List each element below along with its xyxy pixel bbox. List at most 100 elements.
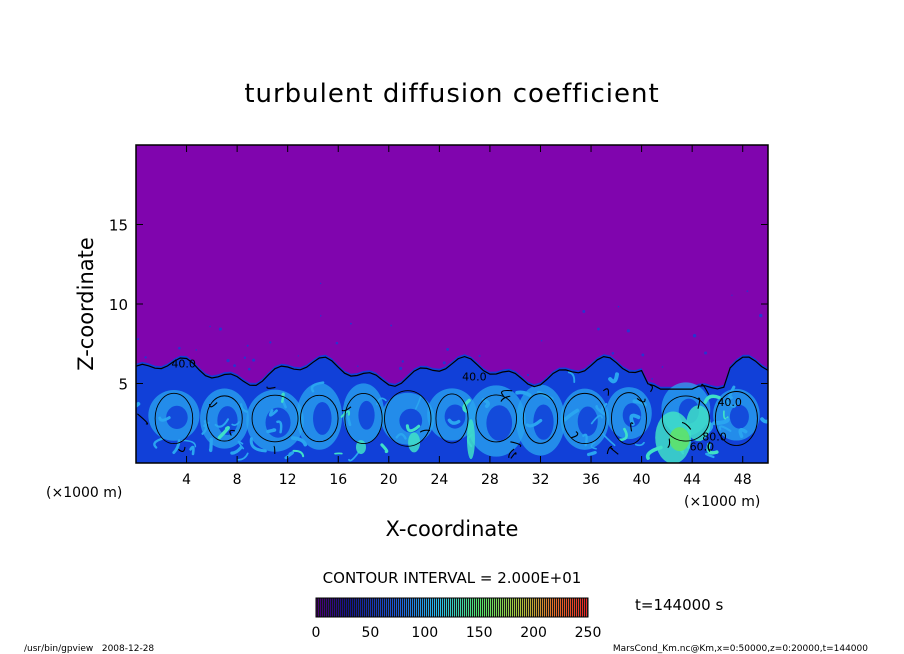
colorbar-segment [560,598,562,617]
contour-label: 60.0 [690,440,715,453]
colorbar-segment [340,598,342,617]
colorbar-segment [550,598,552,617]
colorbar-segment-line [555,598,556,617]
colorbar-segment-line [491,598,492,617]
filament [405,424,421,433]
speck [641,353,645,357]
contour-fragment [681,421,692,430]
colorbar-segment [426,598,428,617]
colorbar-segment-line [427,598,428,617]
colorbar-segment [516,598,518,617]
contour-fragment [266,386,276,389]
colorbar-segment [420,598,422,617]
colorbar-segment-line [355,598,356,617]
filament [181,439,197,448]
speck [269,341,272,344]
colorbar-ticks: 0 50 100 150 200 250 [312,625,602,641]
contour-eddy [714,391,758,446]
filament [276,420,283,434]
contour-eddy [384,390,432,447]
contour-eddy [563,392,607,445]
filament [718,425,732,432]
filament [172,439,181,455]
colorbar-segment-line [345,598,346,617]
filament [230,445,243,455]
colorbar-segment-line [417,598,418,617]
colorbar-segment-line [443,598,444,617]
filament [217,426,230,440]
colorbar-segment-line [385,598,386,617]
colorbar-segment-line [357,598,358,617]
colorbar-segment-line [431,598,432,617]
colorbar-segment-line [387,598,388,617]
colorbar-segment-line [429,598,430,617]
contour-interval: CONTOUR INTERVAL = 2.000E+01 [323,569,582,587]
colorbar [316,598,588,617]
eddy-core [444,404,466,429]
colorbar-segment [458,598,460,617]
colorbar-segment [544,598,546,617]
colorbar-segment-line [583,598,584,617]
colorbar-segment [416,598,418,617]
colorbar-segment-line [415,598,416,617]
colorbar-segment-line [539,598,540,617]
colorbar-segment-line [579,598,580,617]
colorbar-segment [486,598,488,617]
colorbar-segment-line [317,598,318,617]
colorbar-segment [382,598,384,617]
colorbar-segment [556,598,558,617]
colorbar-segment-line [553,598,554,617]
colorbar-segment-line [529,598,530,617]
colorbar-segment-line [501,598,502,617]
speck [759,313,763,318]
x-unit-left: (×1000 m) [46,485,122,501]
colorbar-segment [534,598,536,617]
x-axis-ticks: 4 8 12 16 20 24 28 32 36 40 44 48 [182,145,752,488]
filament [562,408,580,422]
colorbar-segment-line [475,598,476,617]
colorbar-segment-line [347,598,348,617]
x-tick-label: 8 [233,472,242,488]
colorbar-segment-line [327,598,328,617]
colorbar-segment [324,598,326,617]
contour-label: 40.0 [462,370,487,383]
colorbar-segment-line [333,598,334,617]
colorbar-segment-line [585,598,586,617]
colorbar-segment [468,598,470,617]
colorbar-segment-line [421,598,422,617]
colorbar-segment [432,598,434,617]
colorbar-segment-line [495,598,496,617]
speck [252,358,256,362]
colorbar-tick-label: 50 [361,625,379,641]
speck [540,339,543,342]
colorbar-segment [528,598,530,617]
colorbar-segment [474,598,476,617]
filament [728,385,736,400]
colorbar-segment [390,598,392,617]
colorbar-segment-line [547,598,548,617]
contour-fragment [630,422,634,432]
colorbar-segment-line [419,598,420,617]
colorbar-segment [424,598,426,617]
colorbar-segment-line [329,598,330,617]
colorbar-segment [466,598,468,617]
colorbar-segment [476,598,478,617]
colorbar-segment-line [339,598,340,617]
colorbar-segment [558,598,560,617]
contour-top [136,355,768,390]
colorbar-segment-line [331,598,332,617]
eddy-core [313,402,332,435]
contour-eddy [475,394,518,443]
colorbar-segment-line [375,598,376,617]
colorbar-segment-line [319,598,320,617]
colorbar-segment [330,598,332,617]
colorbar-segment-line [465,598,466,617]
x-tick-label: 24 [430,472,448,488]
contour-eddy [435,393,469,444]
colorbar-tick-label: 0 [312,625,321,641]
contour-fragment [510,441,522,448]
colorbar-segment-line [425,598,426,617]
speck [246,344,249,347]
speck [399,366,403,371]
colorbar-segment [584,598,586,617]
